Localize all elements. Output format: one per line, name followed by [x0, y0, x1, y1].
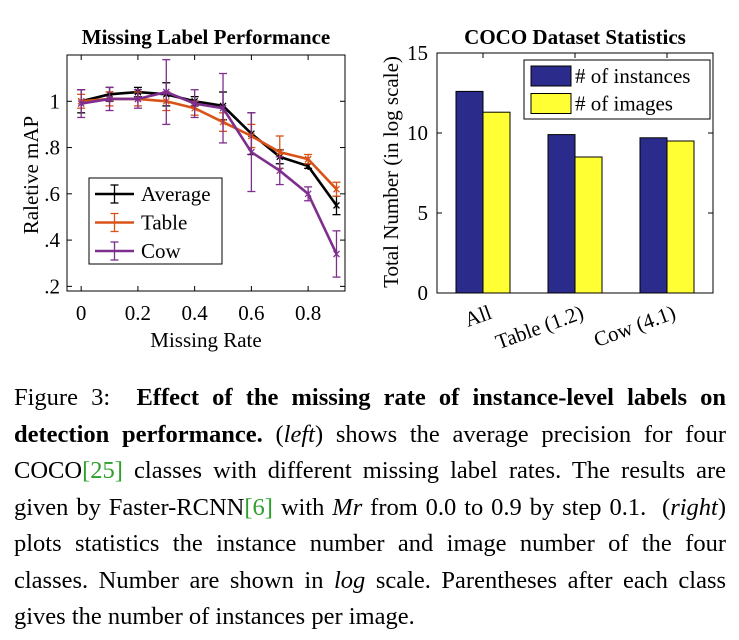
data-point [134, 94, 142, 103]
caption-right-tag: right [670, 493, 718, 521]
caption-figure-label: Figure 3: [14, 384, 111, 411]
missing-label-performance-chart: Missing Label Performance 0 0.2 0.4 0.6 0.8.… [19, 25, 346, 352]
left-x-tick-label: 0 [76, 301, 87, 325]
left-chart-title: Missing Label Performance [82, 25, 330, 49]
caption-bold-title: Effect of the missing rate of instance-l… [14, 384, 727, 448]
coco-dataset-statistics-chart: COCO Dataset Statistics 0 5 10 15 AllTable … [379, 25, 714, 354]
data-point [304, 189, 312, 198]
data-point [162, 88, 170, 97]
left-legend: Average Table Cow [88, 177, 223, 265]
right-y-axis-label: Total Number (in log scale) [379, 56, 403, 288]
left-y-tick-label: .2 [44, 274, 60, 298]
legend-label: Cow [141, 239, 182, 263]
left-x-tick-label: 0.2 [125, 301, 151, 325]
bar-instances [455, 90, 484, 294]
data-point [276, 148, 284, 157]
legend-swatch [530, 93, 572, 114]
data-point [219, 104, 227, 113]
caption-text-3: with [280, 493, 325, 521]
caption-text-6: scale. Parentheses after each class give… [14, 566, 727, 631]
right-legend: # of instances # of images [523, 59, 711, 120]
caption-ref-coco[interactable]: [25] [82, 457, 123, 484]
left-y-tick-label: 1 [50, 89, 61, 113]
left-x-tick-label: 0.8 [295, 301, 321, 325]
category-label: All [461, 300, 495, 332]
left-x-tick-label: 0.6 [238, 301, 264, 325]
data-point [247, 148, 255, 157]
data-point [106, 94, 114, 103]
data-point [333, 185, 340, 194]
legend-label: # of instances [575, 64, 690, 88]
series-cow [77, 58, 341, 278]
caption-text-5: plots statistics the instance number and… [14, 530, 726, 594]
data-point [191, 99, 199, 108]
series-line [80, 90, 338, 207]
series-line [80, 90, 338, 255]
caption-text-2: classes with different missing label rat… [14, 457, 727, 521]
category-label: Table (1.2) [492, 300, 587, 354]
data-point [77, 99, 85, 108]
left-x-tick-label: 0.4 [182, 301, 209, 325]
left-legend-box [88, 177, 223, 265]
caption-text-4: from 0.0 to 0.9 by step 0.1. [370, 493, 647, 521]
data-point [276, 166, 284, 175]
category-label: Cow (4.1) [590, 300, 678, 352]
right-chart-title: COCO Dataset Statistics [464, 25, 686, 49]
right-bars [455, 90, 695, 294]
left-ticks: 0 0.2 0.4 0.6 0.8 .2 .4 .6 .8 1 [44, 55, 345, 325]
left-x-axis-label: Missing Rate [150, 328, 261, 352]
caption-math-mr: Mr [332, 493, 363, 521]
data-point [333, 249, 340, 258]
left-y-tick-label: .8 [44, 136, 60, 160]
bar-instances [639, 137, 668, 294]
bar-images [482, 111, 511, 294]
left-series [77, 58, 341, 278]
caption-text-1: shows the average precision for four COC… [14, 420, 726, 485]
left-y-axis-label: Raletive mAP [19, 116, 43, 234]
legend-label: Table [141, 211, 187, 235]
caption-math-log: log [333, 566, 366, 594]
left-y-tick-label: .4 [44, 228, 60, 252]
legend-swatch [530, 65, 572, 87]
figure: Missing Label Performance 0 0.2 0.4 0.6 0.8.… [19, 25, 714, 354]
figure-caption: Figure 3: Effect of the missing rate of … [14, 384, 727, 631]
right-y-tick-label: 0 [418, 281, 429, 305]
caption-ref-frcnn[interactable]: [6] [244, 493, 273, 521]
left-y-tick-label: .6 [44, 182, 60, 206]
right-y-tick-label: 15 [407, 41, 428, 65]
legend-label: # of images [575, 92, 673, 116]
right-y-tick-label: 5 [418, 201, 429, 225]
right-legend-items: # of instances # of images [530, 64, 690, 116]
data-point [304, 155, 312, 164]
caption-left-tag: left [283, 420, 315, 448]
bar-instances [547, 134, 576, 294]
bar-images [666, 140, 695, 294]
bar-images [574, 156, 603, 294]
right-y-tick-label: 10 [407, 121, 428, 145]
left-legend-items: Average Table Cow [95, 182, 211, 263]
legend-label: Average [141, 182, 211, 206]
data-point [333, 201, 340, 210]
